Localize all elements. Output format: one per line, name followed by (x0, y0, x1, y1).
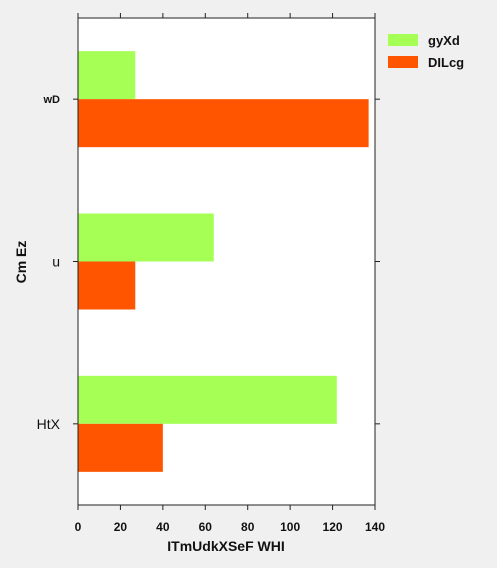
legend-label-DILcg: DILcg (428, 55, 464, 70)
bar-gyxd-wd (78, 51, 136, 100)
y-tick-label-wd: wD (43, 94, 61, 106)
bar-dilcg-u (78, 261, 136, 310)
y-tick-label-u: u (52, 254, 60, 270)
legend-label-gyXd: gyXd (428, 33, 460, 48)
y-axis-label: Cm Ez (13, 241, 29, 284)
x-tick-label-40: 40 (156, 520, 170, 534)
x-axis-label: ITmUdkXSeF WHI (167, 538, 284, 554)
y-tick-label-htx: HtX (37, 416, 61, 432)
plot-frame (77, 17, 376, 506)
x-tick-label-60: 60 (199, 520, 213, 534)
x-tick-label-0: 0 (75, 520, 82, 534)
x-tick-label-80: 80 (241, 520, 255, 534)
legend-swatch-DILcg (388, 56, 418, 68)
ticks-layer: wD u HtX 0 20 40 60 80 100 120 140 (37, 13, 385, 534)
legend: gyXd DILcg (388, 33, 464, 70)
bar-dilcg-wd (78, 99, 369, 148)
bar-gyxd-htx (78, 375, 337, 424)
bar-dilcg-htx (78, 423, 163, 472)
x-tick-label-120: 120 (323, 520, 343, 534)
bar-gyxd-u (78, 213, 214, 262)
x-tick-label-20: 20 (114, 520, 128, 534)
x-tick-label-140: 140 (365, 520, 385, 534)
bars-layer (78, 51, 369, 472)
x-tick-label-100: 100 (280, 520, 300, 534)
legend-swatch-gyXd (388, 34, 418, 46)
